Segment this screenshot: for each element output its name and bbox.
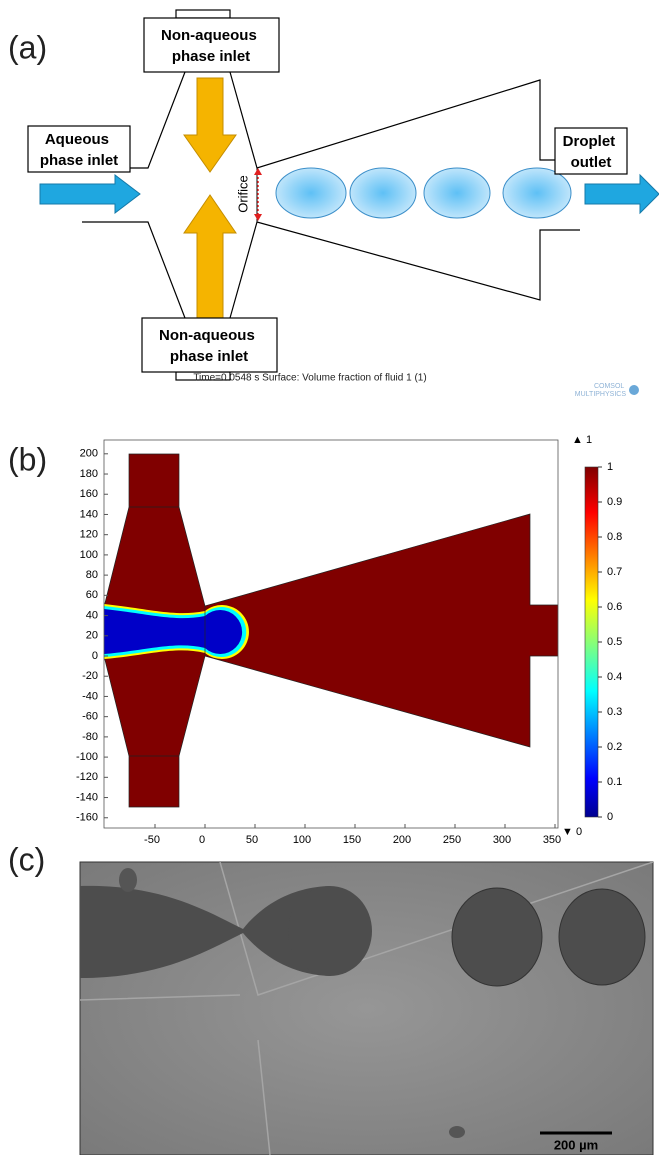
orifice-label: Orifice: [235, 175, 250, 213]
text-line: COMSOL: [594, 383, 624, 390]
y-tick-label: -160: [76, 812, 98, 824]
droplet: [451, 887, 543, 987]
scale-bar-label: 200 µm: [554, 1137, 598, 1152]
jet: [104, 609, 243, 654]
logo-icon: [629, 385, 639, 395]
micrograph-content: [80, 862, 653, 1155]
orifice-marker: [254, 168, 262, 175]
y-tick-label: 40: [86, 609, 98, 621]
colorbar-max: ▲ 1: [572, 434, 592, 446]
text-line: Aqueous: [45, 131, 109, 148]
arrow: [39, 173, 141, 215]
panel-label: (b): [8, 441, 47, 477]
text-line: Non-aqueous: [159, 327, 255, 344]
text-line: MULTIPHYSICS: [575, 391, 627, 398]
particle: [449, 1126, 465, 1138]
droplet: [275, 167, 347, 219]
arrow: [584, 173, 659, 215]
panel-c: (c) 200 µm: [8, 841, 654, 1155]
plot-frame: [103, 439, 559, 829]
y-tick-label: 200: [80, 448, 98, 460]
x-tick-label: 100: [293, 834, 311, 846]
bottom-inlet-label: Non-aqueous phase inlet: [159, 327, 259, 365]
droplet: [349, 167, 417, 219]
x-tick-label: 250: [443, 834, 461, 846]
y-tick-label: -20: [82, 670, 98, 682]
colorbar-tick-label: 0.8: [607, 531, 622, 543]
panel-b: (b) Time=0.0548 s Surface: Volume fracti…: [8, 373, 639, 846]
droplet: [423, 167, 491, 219]
panel-label: (c): [8, 841, 45, 877]
arrow: [183, 194, 237, 339]
label-box: [143, 17, 280, 73]
colorbar: [584, 466, 599, 818]
y-tick-label: -100: [76, 751, 98, 763]
colorbar-tick-label: 0: [607, 811, 613, 823]
x-tick-label: 350: [543, 834, 561, 846]
colorbar-tick-label: 0.4: [607, 671, 622, 683]
logo: COMSOL MULTIPHYSICS: [575, 383, 627, 398]
colorbar-tick-label: 0.5: [607, 636, 622, 648]
y-tick-label: 180: [80, 468, 98, 480]
x-tick-label: -50: [144, 834, 160, 846]
plot-title: Time=0.0548 s Surface: Volume fraction o…: [193, 373, 426, 384]
y-tick-label: 100: [80, 549, 98, 561]
inlet-stub: [175, 9, 231, 19]
panel-label: (a): [8, 29, 47, 65]
y-tick-label: 120: [80, 529, 98, 541]
label-box: [27, 125, 131, 173]
y-tick-label: 60: [86, 589, 98, 601]
y-tick-label: -60: [82, 711, 98, 723]
y-tick-label: -40: [82, 690, 98, 702]
x-tick-label: 50: [246, 834, 258, 846]
jet-head: [288, 886, 372, 976]
simulation: [104, 453, 558, 808]
text-line: phase inlet: [172, 48, 250, 65]
orifice-marker: [254, 214, 262, 221]
arrow: [183, 77, 237, 173]
particle: [119, 868, 137, 892]
colorbar-tick-label: 0.9: [607, 496, 622, 508]
colorbar-tick-label: 0.2: [607, 741, 622, 753]
y-tick-label: -120: [76, 771, 98, 783]
x-tick-label: 150: [343, 834, 361, 846]
y-tick-label: 140: [80, 508, 98, 520]
y-tick-label: -80: [82, 731, 98, 743]
droplet: [502, 167, 572, 219]
x-tick-label: 300: [493, 834, 511, 846]
jet: [80, 885, 243, 978]
y-tick-label: 80: [86, 569, 98, 581]
colorbar-tick-label: 0.6: [607, 601, 622, 613]
text-line: Droplet: [563, 133, 616, 150]
label-box: [554, 127, 628, 175]
colorbar-tick-label: 0.7: [607, 566, 622, 578]
text-line: phase inlet: [170, 348, 248, 365]
aqueous-inlet-label: Aqueous phase inlet: [40, 131, 118, 169]
text-line: phase inlet: [40, 152, 118, 169]
x-tick-label: 200: [393, 834, 411, 846]
y-tick-label: 0: [92, 650, 98, 662]
colorbar-tick-label: 0.1: [607, 776, 622, 788]
y-tick-label: 20: [86, 630, 98, 642]
colorbar-min: ▼ 0: [562, 826, 582, 838]
droplets: [275, 167, 572, 219]
top-inlet-label: Non-aqueous phase inlet: [161, 27, 261, 65]
panel-a: (a) Orifice Non-aqueous phase inlet Non-…: [8, 9, 659, 381]
text-line: outlet: [571, 154, 612, 171]
colorbar-tick-label: 1: [607, 461, 613, 473]
colorbar-tick-label: 0.3: [607, 706, 622, 718]
outlet-label: Droplet outlet: [563, 133, 620, 171]
y-tick-label: -140: [76, 791, 98, 803]
text-line: Non-aqueous: [161, 27, 257, 44]
y-tick-label: 160: [80, 488, 98, 500]
x-tick-label: 0: [199, 834, 205, 846]
label-box: [141, 317, 278, 373]
droplet: [558, 888, 646, 986]
channel-outline: [82, 71, 580, 319]
